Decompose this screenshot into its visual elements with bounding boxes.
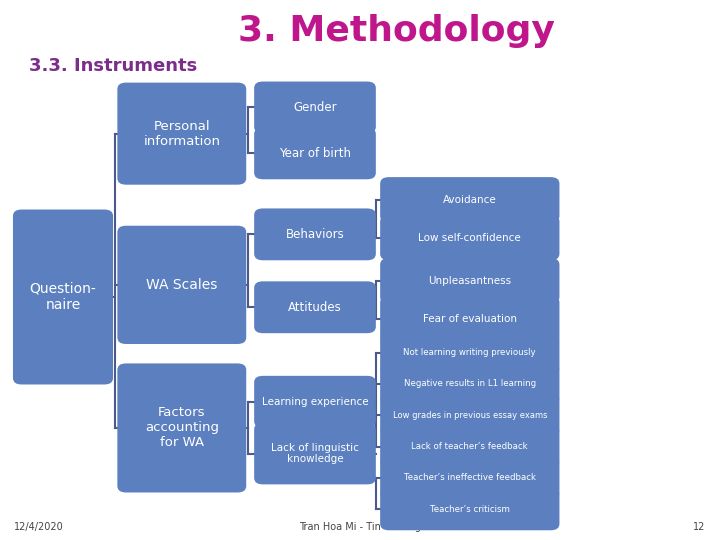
FancyBboxPatch shape — [380, 394, 559, 436]
Text: Not learning writing previously: Not learning writing previously — [403, 348, 536, 357]
FancyBboxPatch shape — [380, 488, 559, 530]
Text: Avoidance: Avoidance — [443, 195, 497, 205]
Text: Attitudes: Attitudes — [288, 301, 342, 314]
Text: Lack of teacher’s feedback: Lack of teacher’s feedback — [412, 442, 528, 451]
Text: Teacher’s criticism: Teacher’s criticism — [430, 505, 510, 514]
FancyBboxPatch shape — [380, 296, 559, 341]
Text: Teacher’s ineffective feedback: Teacher’s ineffective feedback — [404, 474, 536, 482]
Text: Negative results in L1 learning: Negative results in L1 learning — [404, 380, 536, 388]
FancyBboxPatch shape — [117, 83, 246, 185]
Text: Low self-confidence: Low self-confidence — [418, 233, 521, 242]
FancyBboxPatch shape — [117, 226, 246, 344]
FancyBboxPatch shape — [380, 177, 559, 222]
Text: Unpleasantness: Unpleasantness — [428, 276, 511, 286]
Text: WA Scales: WA Scales — [146, 278, 217, 292]
FancyBboxPatch shape — [380, 426, 559, 468]
Text: Low grades in previous essay exams: Low grades in previous essay exams — [392, 411, 547, 420]
Text: 3. Methodology: 3. Methodology — [238, 14, 554, 48]
FancyBboxPatch shape — [380, 215, 559, 260]
Text: Year of birth: Year of birth — [279, 147, 351, 160]
Text: 12/4/2020: 12/4/2020 — [14, 522, 64, 532]
FancyBboxPatch shape — [254, 208, 376, 260]
FancyBboxPatch shape — [254, 376, 376, 428]
FancyBboxPatch shape — [117, 363, 246, 492]
FancyBboxPatch shape — [380, 258, 559, 303]
Text: Learning experience: Learning experience — [261, 397, 369, 407]
Text: Fear of evaluation: Fear of evaluation — [423, 314, 517, 323]
FancyBboxPatch shape — [13, 210, 113, 384]
Text: 3.3. Instruments: 3.3. Instruments — [29, 57, 197, 75]
FancyBboxPatch shape — [254, 423, 376, 484]
Text: Question-
naire: Question- naire — [30, 282, 96, 312]
FancyBboxPatch shape — [380, 457, 559, 499]
Text: Factors
accounting
for WA: Factors accounting for WA — [145, 407, 219, 449]
FancyBboxPatch shape — [254, 127, 376, 179]
Text: Lack of linguistic
knowledge: Lack of linguistic knowledge — [271, 443, 359, 464]
FancyBboxPatch shape — [380, 332, 559, 374]
FancyBboxPatch shape — [254, 281, 376, 333]
FancyBboxPatch shape — [380, 363, 559, 405]
Text: Tran Hoa Mi - Tin T. Dang: Tran Hoa Mi - Tin T. Dang — [299, 522, 421, 532]
FancyBboxPatch shape — [254, 82, 376, 133]
Text: Personal
information: Personal information — [143, 120, 220, 147]
Text: 12: 12 — [693, 522, 706, 532]
Text: Gender: Gender — [293, 101, 337, 114]
Text: Behaviors: Behaviors — [286, 228, 344, 241]
